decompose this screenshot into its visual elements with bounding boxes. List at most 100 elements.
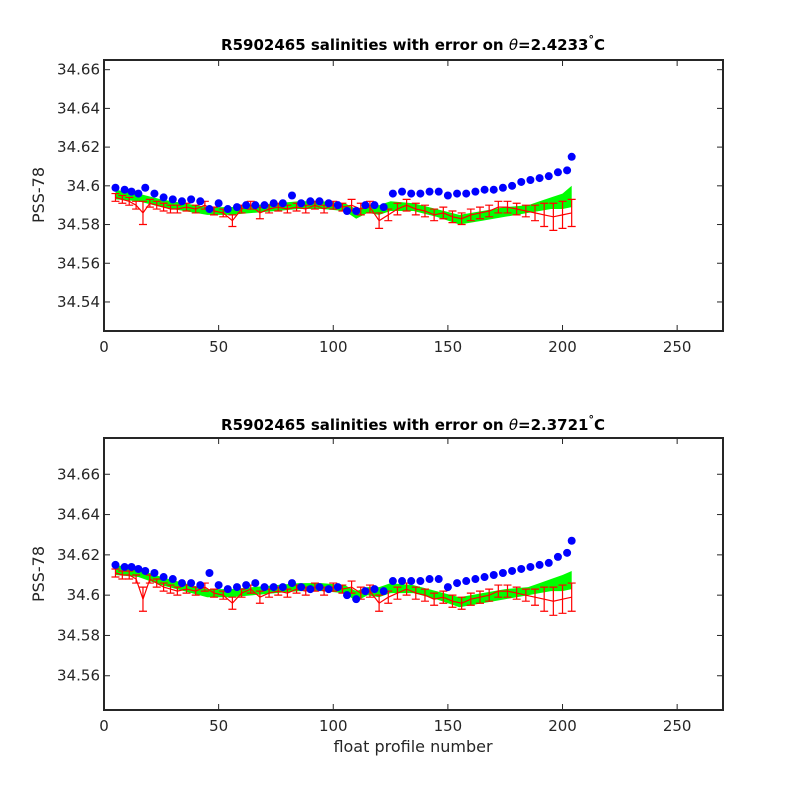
salinity-point [150,189,159,198]
salinity-point [278,199,287,208]
x-tick-label: 50 [209,717,228,735]
y-tick-label: 34.56 [57,254,100,272]
salinity-point [425,575,434,584]
title-theta-symbol: θ [509,416,518,434]
chart-panel-bottom: R5902465 salinities with error on θ=2.37… [29,413,724,735]
salinity-point [352,595,361,604]
x-axis-label: float profile number [333,737,493,756]
salinity-point [567,152,576,161]
salinity-point [315,583,324,592]
salinity-point [425,187,434,196]
x-tick-label: 250 [663,338,692,356]
title-degree: ° [588,413,594,426]
salinity-point [168,575,177,584]
title-value: =2.4233 [518,36,588,54]
salinity-point [361,201,370,210]
salinity-point [134,564,143,573]
salinity-point [111,560,120,569]
error-bar [494,200,503,214]
salinity-point [306,585,315,594]
x-tick-label: 0 [99,717,109,735]
y-axis-label-top: PSS-78 [29,167,48,223]
error-bar [549,586,558,616]
x-tick-label: 200 [548,338,577,356]
salinity-point [517,177,526,186]
title-prefix: R5902465 salinities with error on [221,36,509,54]
error-bar [567,198,576,228]
salinity-point [141,566,150,575]
error-bar [228,214,237,228]
title-value: =2.3721 [518,416,588,434]
salinity-point [535,174,544,183]
error-bar [466,208,475,222]
salinity-point [120,562,129,571]
error-bar [411,586,420,600]
error-bar [540,586,549,612]
y-tick-label: 34.66 [57,465,100,483]
salinity-point [480,573,489,582]
error-bar [457,212,466,226]
salinity-point [398,577,407,586]
x-tick-label: 0 [99,338,109,356]
salinity-point [370,201,379,210]
salinity-point [416,577,425,586]
salinity-point [407,577,416,586]
error-bar [191,204,200,214]
error-bar [485,588,494,602]
error-bar [118,194,127,204]
error-bar [159,202,168,212]
salinity-point [168,195,177,204]
salinity-point [232,203,241,212]
error-bar [531,204,540,222]
salinity-point [205,568,214,577]
title-degree: ° [588,33,594,46]
salinity-point [159,573,168,582]
salinity-point [416,189,425,198]
error-bar [125,570,134,580]
salinity-point [471,187,480,196]
salinity-point [187,579,196,588]
error-bar [402,198,411,212]
axes-box [103,59,724,332]
error-bar [145,198,154,208]
salinity-point [306,197,315,206]
error-bar [466,592,475,606]
salinity-point [324,585,333,594]
error-bar [365,200,374,214]
salinity-point [407,189,416,198]
error-bar [393,586,402,600]
error-bar [246,200,255,210]
salinity-point [251,579,260,588]
salinity-point [517,564,526,573]
salinity-point [343,591,352,600]
error-bar [558,584,567,614]
chart-title-top: R5902465 salinities with error on θ=2.42… [221,33,605,54]
salinity-point [544,558,553,567]
salinity-point [333,583,342,592]
salinity-point [508,566,517,575]
error-bar [375,594,384,612]
error-bar [494,584,503,598]
error-bar [457,596,466,610]
salinity-point [544,172,553,181]
salinity-point [370,585,379,594]
error-bar [531,588,540,606]
x-tick-label: 100 [319,717,348,735]
y-tick-label: 34.58 [57,626,100,644]
error-bar [138,586,147,612]
error-bar [521,204,530,218]
salinity-point [120,185,129,194]
error-bar [255,590,264,604]
salinity-point [242,201,251,210]
error-bar [430,592,439,606]
error-bar [228,596,237,610]
error-bar [512,202,521,216]
error-bar [132,574,141,584]
x-tick-label: 150 [434,338,463,356]
chart-panel-top: R5902465 salinities with error on θ=2.42… [29,33,724,356]
error-bar [521,588,530,602]
salinity-point [498,568,507,577]
salinity-point [287,191,296,200]
salinity-point [278,583,287,592]
salinity-point [315,197,324,206]
